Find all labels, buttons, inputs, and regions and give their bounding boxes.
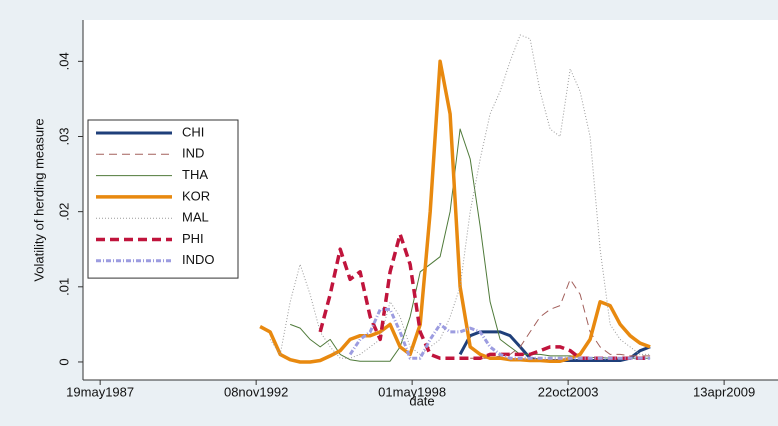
series-line (348, 307, 651, 360)
y-tick-label: 0 (56, 358, 71, 365)
y-tick-label: .03 (56, 127, 71, 145)
x-axis-label: date (409, 393, 434, 408)
x-tick-label: 01may1998 (378, 384, 446, 399)
x-tick-label: 13apr2009 (693, 384, 755, 399)
x-tick-label: 08nov1992 (224, 384, 288, 399)
y-tick-label: .04 (56, 52, 71, 70)
legend-label: THA (182, 167, 208, 182)
y-tick-label: .01 (56, 278, 71, 296)
series-line (259, 59, 651, 364)
x-tick-label: 22oct2003 (538, 384, 599, 399)
y-tick-label: .02 (56, 203, 71, 221)
y-axis-label: Volatility of herding measure (31, 118, 46, 281)
legend-label: KOR (182, 188, 210, 203)
legend-label: INDO (182, 252, 215, 267)
legend-label: CHI (182, 124, 204, 139)
legend-label: IND (182, 146, 204, 161)
legend-box (87, 119, 239, 279)
legend-label: PHI (182, 231, 204, 246)
legend-label: MAL (182, 210, 209, 225)
series-line (269, 34, 651, 359)
x-tick-label: 19may1987 (66, 384, 134, 399)
